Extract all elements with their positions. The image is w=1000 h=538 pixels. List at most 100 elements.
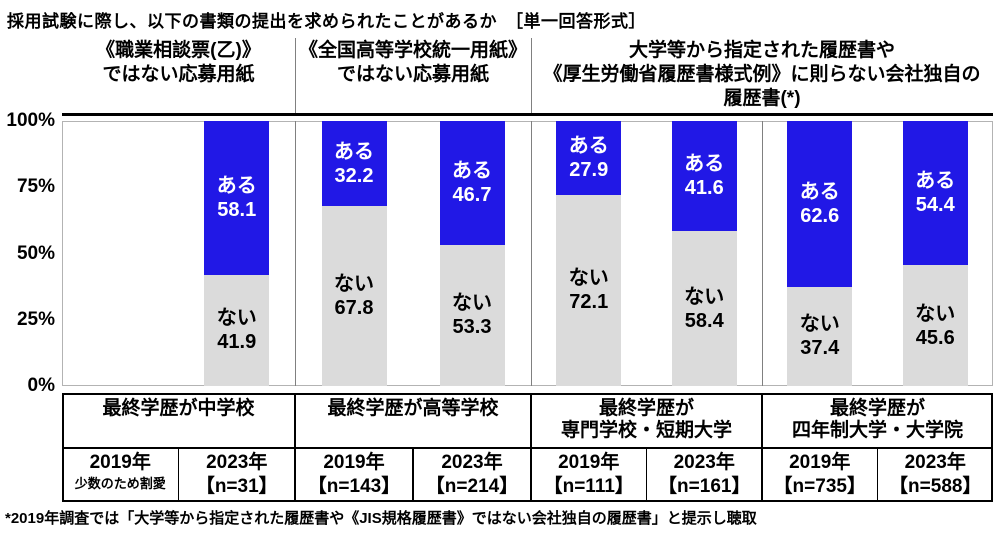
column-header-line: 《全国高等学校統一用紙》 [298, 40, 527, 61]
bar-segment-aru [204, 121, 270, 275]
plot-area [62, 121, 993, 386]
column-header: 《全国高等学校統一用紙》 ではない応募用紙 [295, 39, 531, 87]
bar-label-aru: ある 58.1 [204, 121, 269, 275]
bar-label-line: ある [684, 153, 725, 176]
table-year-cell: 2019年少数のため割愛 [62, 451, 179, 492]
table-subcolumn-divider [177, 447, 180, 502]
bar-label-nai: ない 72.1 [556, 195, 621, 386]
bar-label-line: ある [334, 140, 374, 163]
bar-label-line: ある [799, 180, 840, 203]
y-tick-label: 25% [16, 308, 55, 330]
bar-label-nai: ない 67.8 [322, 206, 387, 386]
column-header-line: 履歴書(*) [723, 88, 801, 109]
table-group-label-line: 専門学校・短期大学 [560, 420, 732, 441]
bar-label-line: ない [915, 302, 956, 325]
bar-label-line: 37.4 [800, 337, 840, 360]
table-year-cell: 2023年【n=588】 [878, 451, 994, 499]
bar-segment-nai [439, 244, 505, 386]
bar-segment-nai [671, 231, 737, 386]
bar-segment-aru [902, 121, 968, 266]
bar-segment-aru [671, 121, 737, 232]
table-row-divider [62, 447, 993, 449]
footnote: *2019年調査では「大学等から指定された履歴書や《JIS規格履歴書》ではない会… [5, 510, 757, 527]
bar-label-line: ある [452, 159, 492, 182]
table-group-label-line: 最終学歴が [829, 398, 925, 419]
header-column-divider [530, 38, 532, 113]
column-header-line: 《職業相談票(乙)》 [96, 40, 261, 61]
bar-label-aru: ある 27.9 [556, 121, 621, 195]
table-year-cell: 2019年【n=735】 [762, 451, 878, 499]
bar-segment-nai [787, 286, 853, 386]
sample-size-label: 【n=588】 [889, 476, 982, 497]
column-header-line: ではない応募用紙 [336, 64, 489, 85]
plot-group-divider [761, 121, 763, 386]
bar-segment-aru [321, 121, 387, 207]
bar-label-line: 41.6 [684, 177, 724, 200]
bar-label-line: 46.7 [452, 183, 492, 206]
year-label: 2023年 [673, 452, 735, 473]
table-subcolumn-divider [876, 447, 879, 502]
bar-label-nai: ない 37.4 [787, 287, 852, 386]
bar-segment-aru [787, 121, 853, 287]
sample-size-label: 【n=214】 [425, 476, 519, 497]
bar-segment-nai [204, 274, 270, 386]
bar-segment-nai [556, 194, 622, 386]
bar-label-line: ない [334, 273, 374, 296]
year-label: 2019年 [89, 452, 151, 473]
y-tick-label: 100% [6, 110, 55, 131]
table-subcolumn-divider [412, 447, 414, 502]
bar-label-line: 27.9 [569, 158, 609, 181]
column-header-line: ではない応募用紙 [102, 64, 255, 85]
table-group-divider [530, 393, 532, 502]
bar-label-aru: ある 46.7 [440, 121, 505, 245]
year-label: 2023年 [206, 452, 268, 473]
bar-segment-nai [321, 206, 387, 386]
year-label: 2019年 [789, 452, 851, 473]
plot-group-divider [294, 121, 296, 386]
table-group-label: 最終学歴が高等学校 [295, 398, 531, 420]
year-label: 2023年 [904, 452, 966, 473]
y-tick-label: 75% [16, 176, 55, 198]
y-tick-label: 0% [27, 375, 55, 396]
table-subcolumn-divider [645, 447, 648, 502]
sample-size-label: 【n=143】 [307, 476, 401, 497]
bar-label-line: 58.4 [684, 309, 724, 332]
column-header: 大学等から指定された履歴書や《厚生労働省履歴書様式例》に則らない会社独自の 履歴書… [531, 39, 993, 111]
omitted-note-label: 少数のため割愛 [74, 476, 166, 491]
table-group-label-line: 最終学歴が中学校 [102, 398, 255, 419]
table-year-cell: 2019年 【n=143】 [295, 451, 413, 499]
bar-label-line: ない [799, 313, 840, 336]
bar-label-line: ある [568, 134, 609, 157]
chart-title: 採用試験に際し、以下の書類の提出を求められたことがあるか ［単一回答形式］ [7, 12, 646, 31]
bar-segment-aru [439, 121, 505, 245]
bar-label-line: 32.2 [334, 164, 374, 187]
sample-size-label: 【n=31】 [195, 476, 278, 497]
bar-label-line: 45.6 [915, 326, 955, 349]
bar-label-line: 72.1 [569, 291, 609, 314]
bar-label-line: 58.1 [217, 198, 257, 221]
column-header-line: 大学等から指定された履歴書や [628, 40, 895, 61]
table-group-label: 最終学歴が中学校 [62, 398, 295, 420]
bar-label-nai: ない 41.9 [204, 275, 269, 386]
column-header-line: 《厚生労働省履歴書様式例》に則らない会社独自の [543, 64, 981, 85]
bar-label-line: 62.6 [800, 204, 840, 227]
bar-label-line: ない [216, 307, 257, 330]
table-group-label-line: 最終学歴が [598, 398, 694, 419]
table-group-label: 最終学歴が 四年制大学・大学院 [762, 398, 993, 442]
bar-label-nai: ない 45.6 [903, 265, 968, 386]
table-group-divider [294, 393, 296, 502]
table-year-cell: 2019年 【n=111】 [531, 451, 647, 499]
bar-label-aru: ある 41.6 [672, 121, 737, 231]
sample-size-label: 【n=735】 [773, 476, 866, 497]
column-header: 《職業相談票(乙)》 ではない応募用紙 [62, 39, 295, 87]
bar-label-line: ある [216, 174, 257, 197]
header-underline [62, 113, 993, 116]
table-group-divider [761, 393, 763, 502]
table-year-cell: 2023年 【n=214】 [413, 451, 531, 499]
bar-segment-nai [902, 265, 968, 386]
bar-label-aru: ある 62.6 [787, 121, 852, 287]
bar-segment-aru [556, 121, 622, 195]
bar-label-line: ある [915, 170, 956, 193]
bar-label-aru: ある 32.2 [322, 121, 387, 206]
